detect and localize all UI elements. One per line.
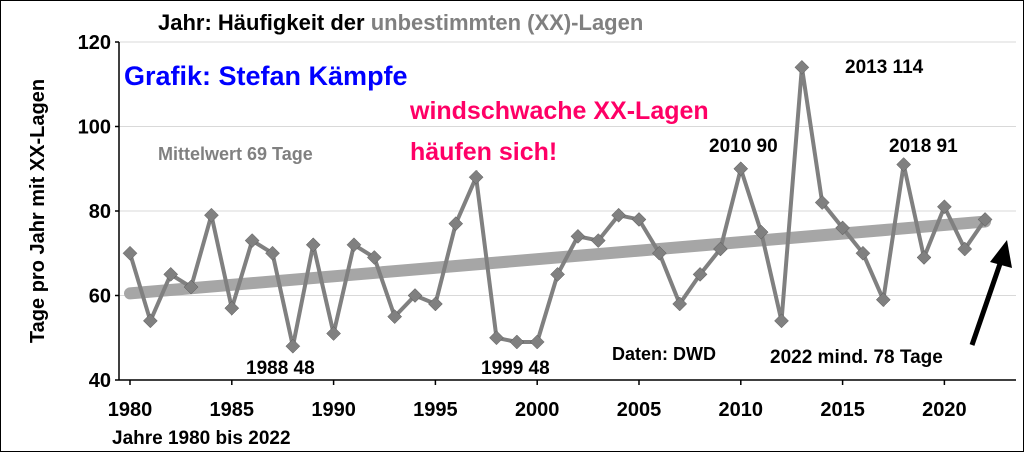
- data-point: [183, 279, 199, 295]
- data-point: [590, 233, 606, 248]
- gridlines: [119, 41, 1016, 296]
- x-tick-labels: 1980 1985 1990 1995 2000 2005 2010 2015 2020: [108, 380, 967, 421]
- x-tick-label: 2005: [617, 399, 662, 421]
- data-point: [774, 313, 789, 329]
- x-tick-label: 1995: [413, 399, 458, 421]
- data-point: [346, 237, 362, 253]
- data-point: [122, 245, 138, 261]
- data-point: [631, 212, 647, 227]
- data-point: [326, 326, 341, 341]
- label-2022: 2022 mind. 78 Tage: [770, 347, 943, 368]
- label-1988: 1988 48: [246, 358, 315, 379]
- arrow-icon: [969, 240, 1012, 346]
- data-point: [387, 309, 403, 324]
- x-tick-label: 2020: [922, 399, 967, 421]
- y-tick-label: 120: [78, 32, 111, 54]
- label-1999: 1999 48: [481, 358, 550, 379]
- data-point: [713, 241, 728, 257]
- chart-title: Jahr: Häufigkeit der unbestimmten (XX)-L…: [158, 10, 643, 35]
- data-point: [977, 212, 993, 227]
- data-point: [855, 245, 871, 261]
- data-point: [550, 267, 565, 282]
- label-2013: 2013 114: [845, 57, 924, 78]
- data-point: [305, 237, 321, 253]
- headline-annotation-2: häufen sich!: [410, 138, 557, 166]
- data-point: [468, 169, 484, 185]
- y-tick-label: 60: [89, 286, 111, 308]
- chart-title-part2: unbestimmten (XX)-Lagen: [371, 10, 644, 35]
- x-tick-label: 1985: [210, 399, 255, 421]
- data-point: [733, 161, 749, 177]
- data-point: [224, 300, 240, 316]
- trend-line: [124, 215, 992, 300]
- data-point: [489, 330, 504, 346]
- data-points: [122, 59, 993, 354]
- data-point: [407, 288, 423, 303]
- data-point: [428, 296, 443, 312]
- label-2018: 2018 91: [889, 136, 958, 157]
- y-tick-label: 40: [89, 370, 111, 392]
- headline-annotation-1: windschwache XX-Lagen: [409, 97, 709, 125]
- data-point: [509, 334, 525, 350]
- x-tick-label: 2000: [515, 399, 560, 421]
- data-point: [896, 157, 912, 172]
- data-point: [875, 292, 891, 308]
- x-axis-label: Jahre 1980 bis 2022: [112, 428, 291, 449]
- mean-annotation: Mittelwert 69 Tage: [158, 144, 313, 164]
- data-point: [529, 334, 545, 350]
- data-point: [957, 241, 973, 257]
- y-tick-label: 80: [89, 201, 111, 223]
- y-tick-labels: 40 60 80 100 120: [78, 32, 119, 392]
- data-point: [794, 59, 810, 75]
- data-point: [204, 207, 219, 223]
- source-annotation: Daten: DWD: [612, 344, 716, 364]
- data-point: [652, 245, 667, 261]
- y-axis-label: Tage pro Jahr mit XX-Lagen: [27, 79, 49, 343]
- x-tick-label: 2010: [719, 399, 764, 421]
- data-point: [143, 313, 158, 329]
- x-tick-label: 1980: [108, 399, 153, 421]
- data-point: [285, 338, 301, 354]
- credit-annotation: Grafik: Stefan Kämpfe: [124, 61, 408, 91]
- data-point: [916, 250, 932, 265]
- chart-title-part1: Jahr: Häufigkeit der: [158, 10, 371, 35]
- data-point: [835, 220, 850, 236]
- y-tick-label: 100: [78, 117, 111, 139]
- data-point: [265, 245, 280, 261]
- data-point: [753, 224, 769, 240]
- data-point: [163, 267, 179, 282]
- data-point: [366, 250, 382, 265]
- data-point: [570, 228, 586, 244]
- x-tick-label: 2015: [820, 399, 865, 421]
- data-point: [448, 216, 464, 232]
- x-tick-label: 1990: [311, 399, 356, 421]
- data-point: [672, 296, 688, 312]
- data-point: [814, 195, 830, 210]
- data-point: [244, 233, 260, 248]
- data-point: [611, 207, 626, 223]
- data-point: [692, 267, 708, 282]
- label-2010: 2010 90: [709, 136, 778, 157]
- data-point: [937, 199, 952, 215]
